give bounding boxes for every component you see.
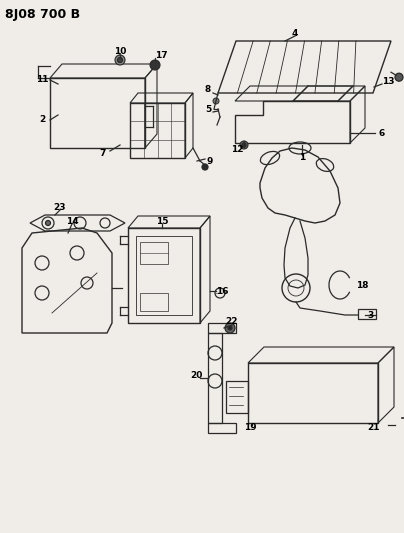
Text: 11: 11 — [36, 76, 48, 85]
Text: 7: 7 — [100, 149, 106, 157]
Text: 16: 16 — [216, 287, 228, 295]
Circle shape — [115, 55, 125, 65]
Text: 10: 10 — [114, 46, 126, 55]
Text: 20: 20 — [190, 370, 202, 379]
Text: 6: 6 — [379, 128, 385, 138]
Circle shape — [395, 73, 403, 81]
Text: 18: 18 — [356, 280, 368, 289]
Text: 2: 2 — [39, 116, 45, 125]
Text: 3: 3 — [367, 311, 373, 319]
Text: 22: 22 — [226, 317, 238, 326]
Circle shape — [202, 164, 208, 170]
Text: 9: 9 — [207, 157, 213, 166]
Circle shape — [242, 143, 246, 147]
Text: 15: 15 — [156, 216, 168, 225]
Text: 1: 1 — [299, 152, 305, 161]
Circle shape — [213, 98, 219, 104]
Circle shape — [228, 326, 232, 330]
Circle shape — [240, 141, 248, 149]
Text: 21: 21 — [368, 423, 380, 432]
Text: 4: 4 — [292, 28, 298, 37]
Text: 8: 8 — [205, 85, 211, 94]
Text: 12: 12 — [231, 144, 243, 154]
Text: 19: 19 — [244, 423, 256, 432]
Text: 5: 5 — [205, 104, 211, 114]
Circle shape — [118, 58, 122, 62]
Circle shape — [46, 221, 50, 225]
Text: 13: 13 — [382, 77, 394, 85]
Text: 23: 23 — [54, 203, 66, 212]
Text: 17: 17 — [155, 51, 167, 60]
Circle shape — [225, 323, 235, 333]
Circle shape — [150, 60, 160, 70]
Text: 14: 14 — [66, 216, 78, 225]
Text: 8J08 700 B: 8J08 700 B — [5, 8, 80, 21]
